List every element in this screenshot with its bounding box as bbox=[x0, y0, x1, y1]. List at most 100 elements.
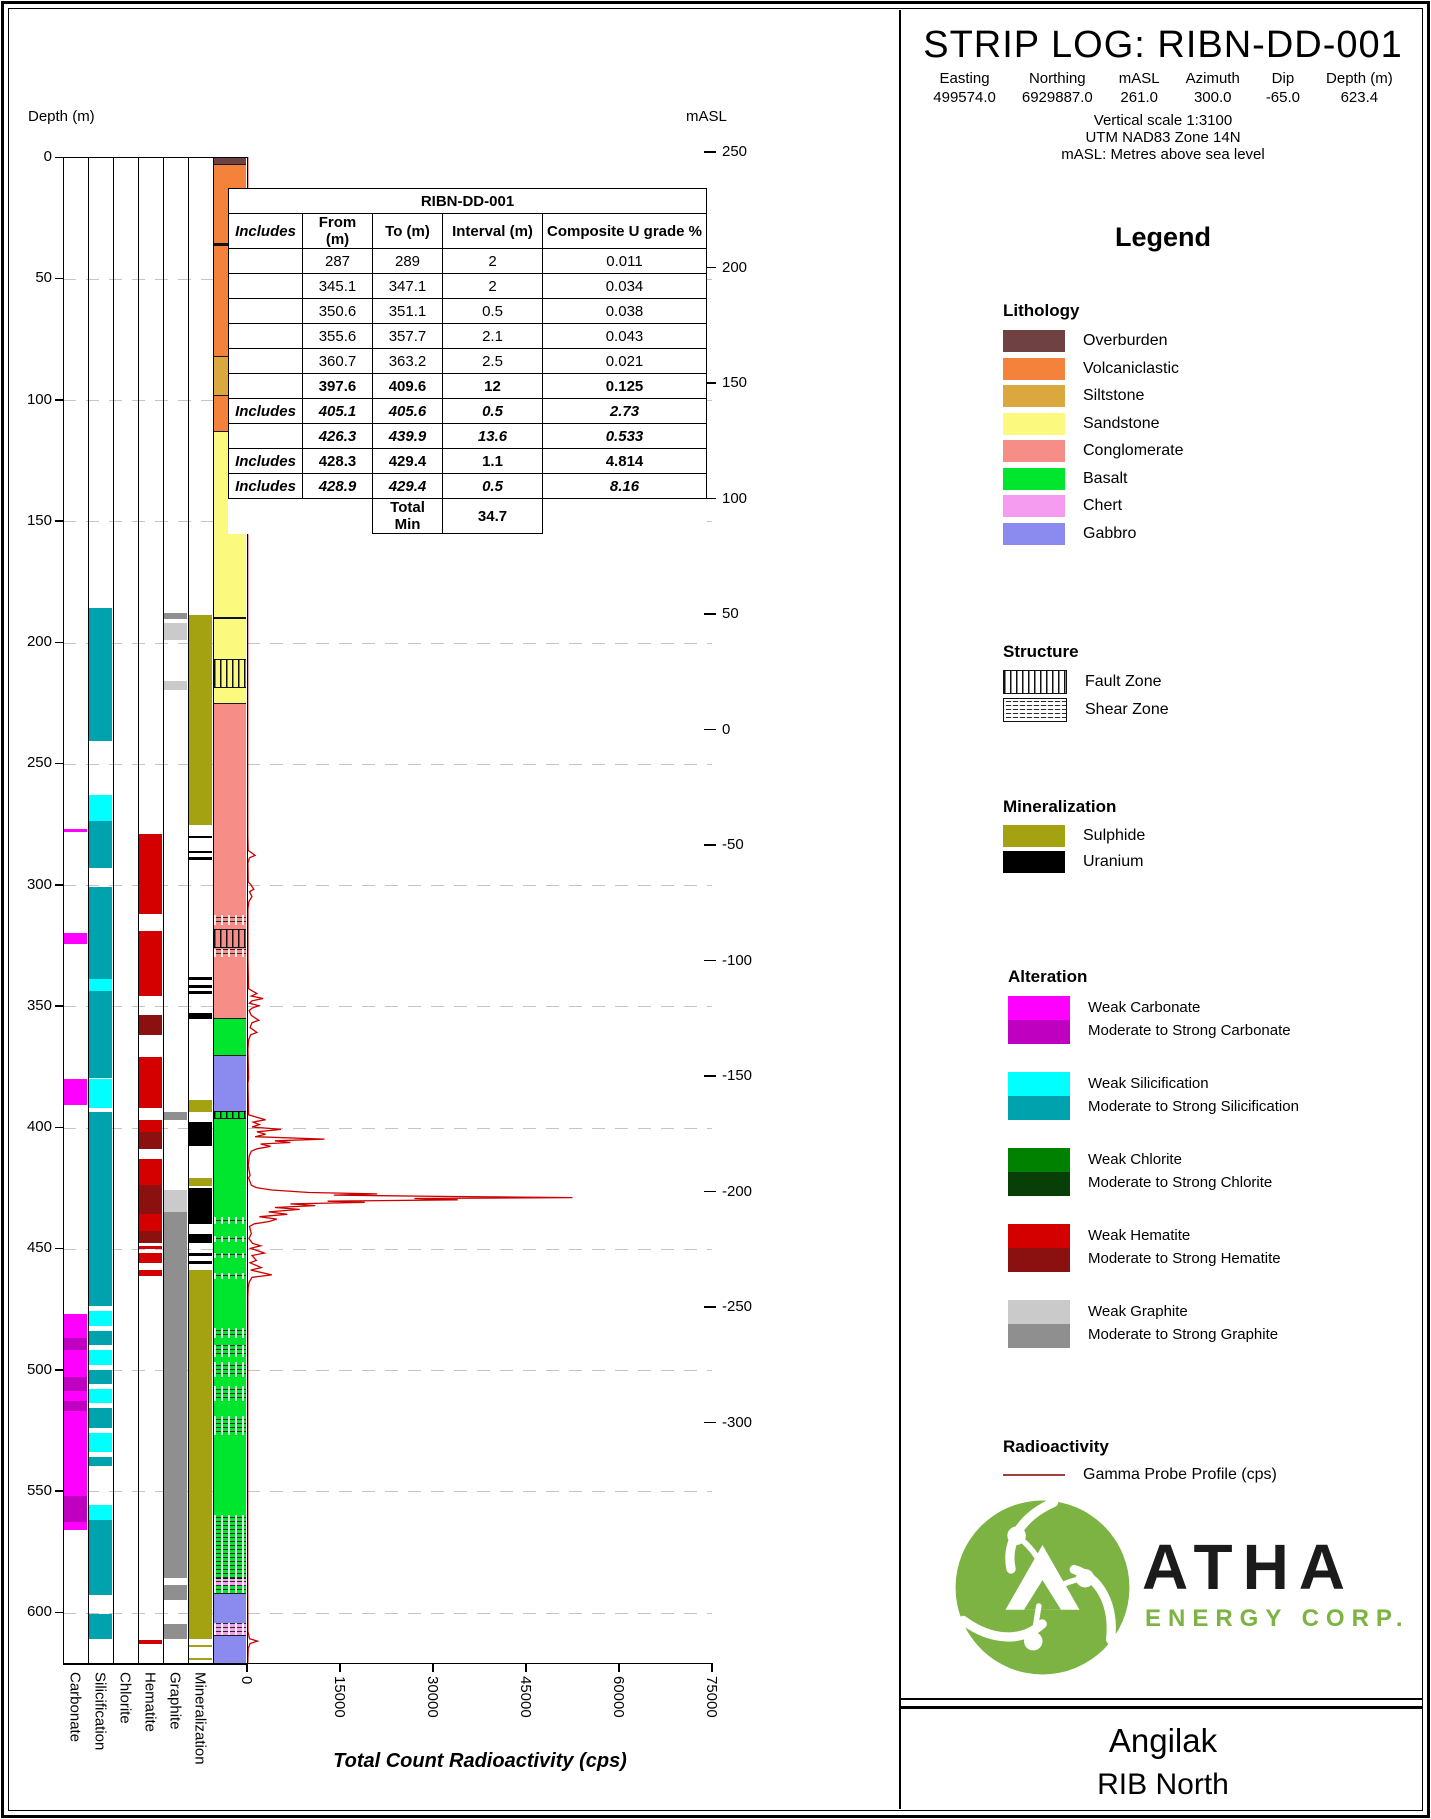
masl-tick bbox=[704, 1421, 716, 1424]
legend-item: Gabbro bbox=[1003, 522, 1136, 545]
legend-item: Conglomerate bbox=[1003, 440, 1184, 462]
depth-tick bbox=[55, 1611, 63, 1613]
depth-tick bbox=[55, 520, 63, 522]
masl-tick bbox=[704, 728, 716, 731]
atha-subtitle: ENERGY CORP. bbox=[1145, 1605, 1410, 1632]
table-col-header: To (m) bbox=[372, 213, 443, 249]
track-label: Hematite bbox=[141, 1671, 159, 1732]
volcaniclastic-swatch bbox=[1003, 357, 1065, 380]
mineralization-interval bbox=[189, 985, 212, 989]
legend-item-label: Shear Zone bbox=[1085, 700, 1169, 718]
graphite-interval bbox=[164, 622, 187, 640]
shear-zone-swatch bbox=[1003, 697, 1067, 722]
mineralization-interval bbox=[189, 1122, 212, 1147]
masl-tick-label: 150 bbox=[722, 374, 748, 391]
carbonate-interval bbox=[64, 1401, 87, 1411]
basalt-swatch bbox=[1003, 467, 1065, 490]
legend-item: Sulphide bbox=[1003, 825, 1145, 847]
legend-item: Siltstone bbox=[1003, 385, 1144, 407]
silicification-interval bbox=[89, 608, 112, 742]
lithology-interval bbox=[214, 157, 246, 165]
hematite-interval bbox=[139, 1214, 162, 1232]
mineralization-interval bbox=[189, 1261, 212, 1264]
depth-tick bbox=[55, 399, 63, 401]
hematite-interval bbox=[139, 1245, 162, 1250]
legend-item-label: Siltstone bbox=[1083, 387, 1145, 404]
meta-Northing: Northing 6929887.0 bbox=[1021, 70, 1093, 106]
structure-shear-zone bbox=[214, 1515, 246, 1593]
hematite-interval bbox=[139, 833, 162, 914]
hematite-interval bbox=[139, 1270, 162, 1277]
mineralization-interval bbox=[189, 1100, 212, 1113]
scale-notes: Vertical scale 1:3100 UTM NAD83 Zone 14N m… bbox=[902, 112, 1424, 163]
meta-mASL: mASL 261.0 bbox=[1118, 70, 1160, 106]
strong-label: Moderate to Strong Graphite bbox=[1088, 1326, 1279, 1343]
mineralization-interval bbox=[189, 615, 212, 826]
hematite-interval bbox=[139, 1158, 162, 1186]
siltstone-swatch bbox=[1003, 385, 1065, 407]
masl-tick bbox=[704, 1306, 716, 1308]
legend-item-label: Volcaniclastic bbox=[1083, 359, 1180, 377]
fault-zone-swatch bbox=[1003, 670, 1067, 694]
mineralization-interval bbox=[189, 1644, 212, 1648]
legend-item: Overburden bbox=[1003, 330, 1168, 352]
depth-tick-label: 600 bbox=[26, 1603, 52, 1620]
gamma-profile bbox=[247, 157, 573, 1663]
alteration-swatch bbox=[1008, 1224, 1070, 1272]
table-col-header: Composite U grade % bbox=[542, 213, 707, 249]
depth-tick-label: 300 bbox=[26, 875, 52, 893]
track-label: Chlorite bbox=[116, 1671, 134, 1724]
depth-gridline bbox=[63, 1369, 712, 1371]
page-title: STRIP LOG: RIBN-DD-001 bbox=[923, 24, 1403, 66]
depth-gridline bbox=[63, 1611, 712, 1614]
legend-lithology-title: Lithology bbox=[1003, 301, 1080, 320]
alteration-legend-item: Weak Chlorite Moderate to Strong Chlorite bbox=[1008, 1148, 1272, 1196]
gamma-tick bbox=[711, 1662, 713, 1672]
graphite-interval bbox=[164, 1190, 187, 1212]
structure-fault-zone bbox=[214, 1111, 246, 1119]
masl-tick-label: 200 bbox=[722, 258, 748, 276]
page-border-inner bbox=[8, 8, 1423, 1811]
table-col-header: Includes bbox=[228, 213, 303, 249]
depth-tick-label: 350 bbox=[26, 996, 52, 1014]
masl-tick-label: 250 bbox=[722, 143, 748, 160]
weak-label: Weak Hematite bbox=[1088, 1227, 1191, 1244]
track-label: Carbonate bbox=[66, 1671, 84, 1742]
atha-wordmark: ATHA bbox=[1142, 1531, 1355, 1603]
masl-tick-label: -250 bbox=[722, 1298, 753, 1315]
uranium-swatch bbox=[1003, 851, 1065, 873]
alteration-legend-item: Weak Carbonate Moderate to Strong Carbona… bbox=[1008, 996, 1291, 1044]
structure-shear-zone bbox=[214, 1622, 246, 1636]
masl-tick bbox=[704, 382, 716, 384]
masl-tick bbox=[704, 613, 716, 615]
carbonate-interval bbox=[64, 933, 87, 944]
silicification-interval bbox=[89, 1388, 112, 1404]
structure-shear-zone bbox=[214, 1216, 246, 1224]
gamma-line-swatch bbox=[1003, 1474, 1065, 1476]
table-row: Includes 405.1 405.6 0.5 2.73 bbox=[228, 398, 707, 424]
depth-tick bbox=[55, 1369, 63, 1371]
table-total-row: Total Min 34.7 bbox=[229, 498, 707, 534]
overburden-swatch bbox=[1003, 330, 1065, 352]
depth-tick bbox=[55, 1490, 63, 1492]
silicification-interval bbox=[89, 979, 112, 992]
strong-label: Moderate to Strong Silicification bbox=[1088, 1098, 1299, 1115]
legend-item-label: Sulphide bbox=[1083, 827, 1146, 844]
legend-item: Shear Zone bbox=[1003, 697, 1169, 722]
legend-item-label: Overburden bbox=[1083, 332, 1168, 349]
depth-gridline bbox=[63, 1005, 712, 1008]
silicification-interval bbox=[89, 1350, 112, 1365]
masl-tick-label: -100 bbox=[722, 951, 753, 969]
masl-tick-label: -50 bbox=[722, 836, 744, 853]
carbonate-interval bbox=[64, 1376, 87, 1392]
depth-tick-label: 250 bbox=[26, 754, 52, 772]
hematite-interval bbox=[139, 1056, 162, 1108]
u-grade-table: RIBN-DD-001 Includes From (m) To (m) Interva… bbox=[228, 188, 707, 534]
legend-structure-title: Structure bbox=[1003, 642, 1079, 661]
depth-gridline bbox=[63, 1126, 712, 1129]
composite-grade-table: RIBN-DD-001 Includes From (m) To (m) Interva… bbox=[228, 188, 707, 534]
mineralization-interval bbox=[189, 1233, 212, 1244]
legend-alteration-title: Alteration bbox=[1008, 967, 1088, 986]
lithology-contact-line bbox=[214, 616, 246, 620]
